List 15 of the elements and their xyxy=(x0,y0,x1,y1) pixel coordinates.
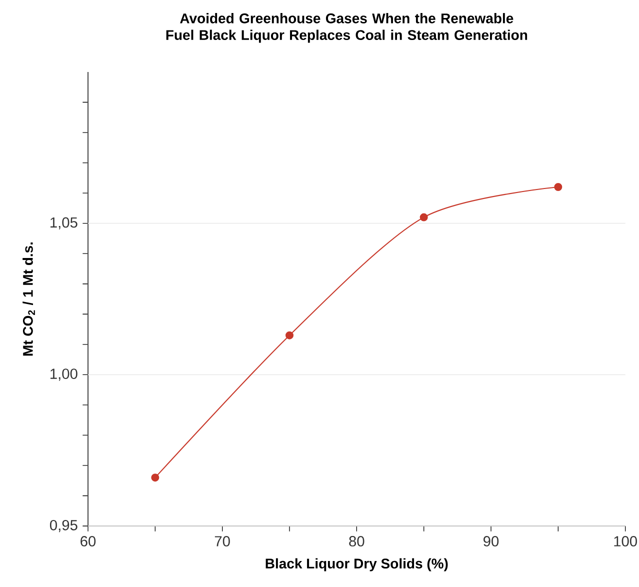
x-axis-title: Black Liquor Dry Solids (%) xyxy=(266,558,448,572)
x-tick-label: 60 xyxy=(80,536,96,546)
x-tick-label: 80 xyxy=(349,536,364,546)
point xyxy=(151,474,160,482)
x-tick-label: 90 xyxy=(484,536,499,546)
chart-title: Avoided Greenhouse Gases When the Renewable Fuel Black Liquor Replaces Coal in Steam Generation xyxy=(166,13,528,43)
point xyxy=(420,213,428,222)
y-tick-label: 1,00 xyxy=(50,368,78,381)
point xyxy=(285,331,294,340)
y-axis-title: Mt CO$_{2}$ / 1 Mt d.s. xyxy=(22,242,35,356)
y-tick-label: 0,95 xyxy=(50,520,78,532)
point xyxy=(554,183,562,192)
x-tick-label: 70 xyxy=(214,536,230,546)
y-tick-label: 1,05 xyxy=(50,217,78,230)
x-tick-label: 100 xyxy=(614,536,637,546)
